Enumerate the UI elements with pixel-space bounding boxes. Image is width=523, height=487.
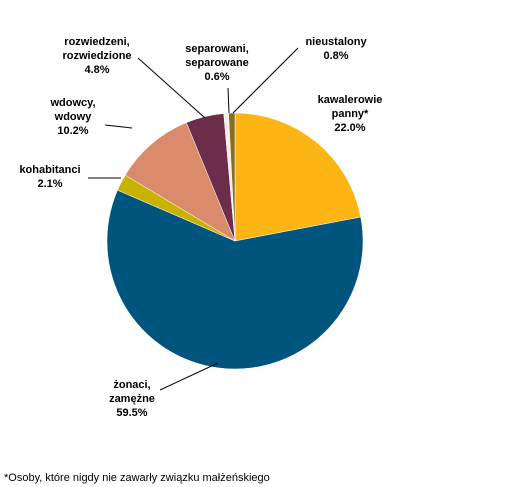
pie-slice [228, 112, 236, 242]
value-label: 4.8% [84, 64, 109, 76]
value-label: 22.0% [334, 122, 365, 134]
label-line: nieustalony [305, 36, 367, 48]
slice-label: żonaci, zamężne [109, 379, 155, 405]
label-line: kohabitanci [19, 164, 80, 176]
value-label: 10.2% [57, 125, 88, 137]
slice-label: wdowcy, wdowy [49, 97, 95, 123]
slice-label: separowani, separowane [185, 43, 249, 69]
value-label: 0.8% [323, 50, 348, 62]
label-line: rozwiedzione [62, 50, 131, 62]
value-label: 0.6% [204, 71, 229, 83]
label-line: zamężne [109, 393, 155, 405]
label-line: żonaci, [113, 379, 150, 391]
label-line: panny* [332, 108, 369, 120]
value-label: 2.1% [37, 178, 62, 190]
slice-label: rozwiedzeni, rozwiedzione [62, 36, 131, 62]
label-line: wdowy [54, 111, 93, 123]
value-label: 59.5% [116, 407, 147, 419]
leader-line [137, 57, 206, 119]
slice-label: nieustalony [305, 36, 367, 48]
label-line: rozwiedzeni, [64, 36, 129, 48]
pie-slice [234, 112, 362, 242]
label-line: separowane [185, 57, 249, 69]
slice-label: kohabitanci [19, 164, 80, 176]
pie-slice [124, 122, 236, 242]
leader-line [232, 47, 299, 114]
footnote: *Osoby, które nigdy nie zawarły związku … [4, 472, 270, 484]
label-line: separowani, [185, 43, 249, 55]
label-line: wdowcy, [49, 97, 95, 109]
leader-line [227, 87, 230, 114]
leader-line [104, 124, 133, 129]
slice-label: kawalerowie panny* [318, 94, 383, 120]
leader-line [159, 362, 219, 391]
pie-slice [106, 189, 364, 370]
label-line: kawalerowie [318, 94, 383, 106]
